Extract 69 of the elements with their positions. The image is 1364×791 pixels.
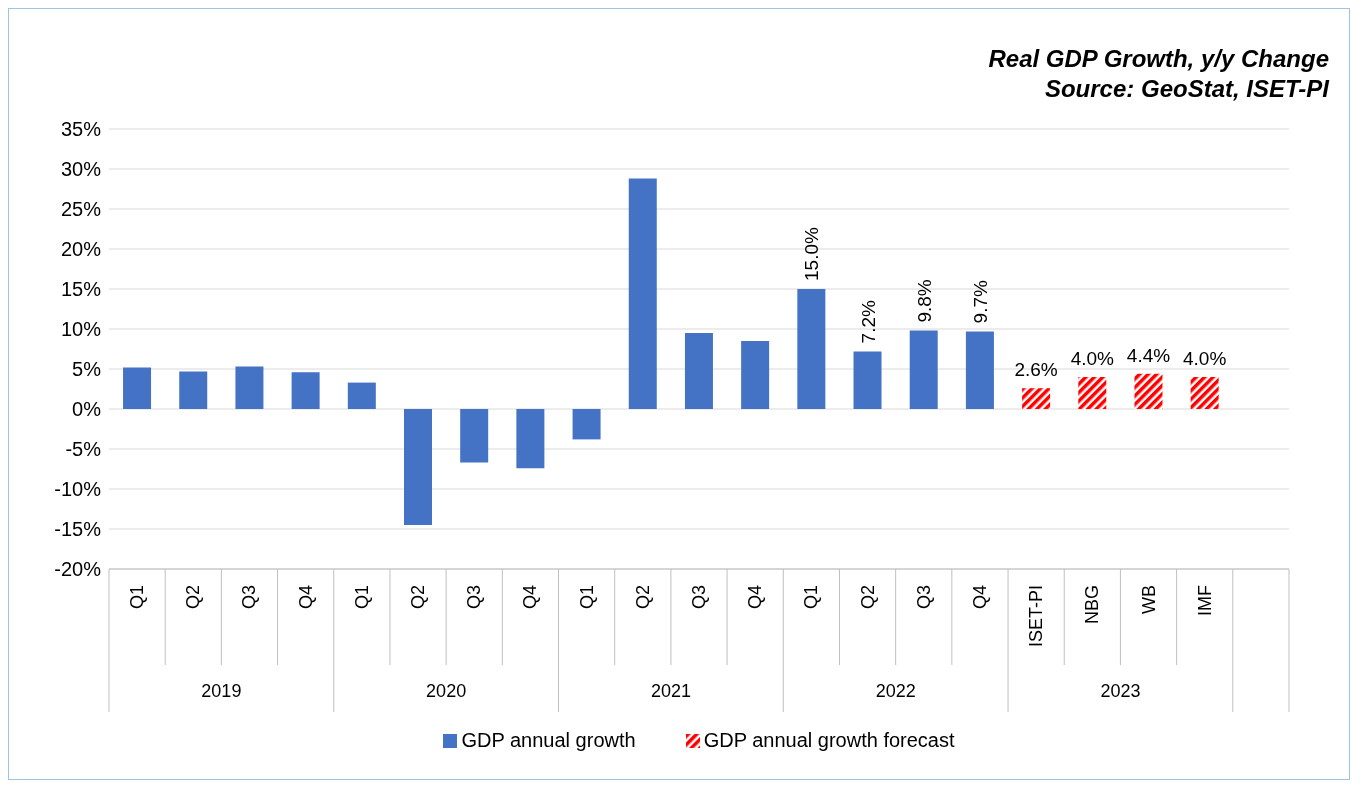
bar (965, 331, 994, 409)
y-tick-label: 10% (60, 318, 102, 341)
legend-label: GDP annual growth forecast (702, 729, 955, 752)
x-tick-label: Q3 (464, 585, 485, 610)
chart-title: Real GDP Growth, y/y Change (988, 44, 1329, 74)
text: 2019 (201, 681, 242, 701)
x-tick-label: Q4 (295, 585, 316, 610)
bar (909, 330, 938, 409)
x-tick-label: NBG (1082, 585, 1103, 625)
bar (516, 409, 545, 469)
data-label: 15.0% (801, 227, 823, 281)
x-tick-label: Q4 (745, 585, 766, 610)
y-tick-label: 30% (60, 158, 102, 181)
y-tick-label: 35% (60, 118, 102, 141)
bar (1078, 377, 1107, 409)
bar (853, 351, 882, 409)
x-tick-label: Q4 (520, 585, 541, 610)
y-tick-label: -15% (54, 518, 102, 541)
data-label: 4.0% (1070, 348, 1115, 369)
bar (797, 289, 826, 409)
x-tick-label: IMF (1194, 585, 1215, 616)
bar (404, 409, 432, 525)
legend-label: GDP annual growth (460, 729, 636, 752)
bar (628, 178, 657, 409)
text: 2020 (426, 681, 467, 701)
bar (179, 371, 208, 409)
y-tick-label: -5% (65, 438, 102, 461)
bar (123, 367, 152, 409)
bar (291, 372, 320, 409)
bar (235, 366, 264, 409)
bar (460, 409, 489, 463)
y-tick-label: -20% (54, 558, 102, 581)
data-label: 9.8% (913, 279, 935, 323)
x-tick-label: Q1 (801, 585, 822, 610)
data-label: 4.0% (1183, 348, 1227, 369)
x-tick-label: Q4 (969, 585, 990, 610)
x-tick-label: Q3 (689, 585, 709, 610)
bar (684, 333, 713, 409)
x-tick-label: Q1 (127, 585, 148, 610)
x-tick-label: Q2 (632, 585, 653, 610)
text: 2021 (650, 681, 691, 701)
text: 2022 (875, 681, 916, 701)
x-tick-label: WB (1138, 585, 1159, 614)
bar (572, 409, 601, 440)
x-tick-label: ISET-PI (1026, 585, 1047, 648)
data-label: 7.2% (857, 299, 879, 344)
bar (347, 382, 376, 409)
data-label: 2.6% (1014, 359, 1058, 381)
source-note: Source: GeoStat, ISET-PI (1043, 74, 1329, 104)
y-tick-label: -10% (54, 478, 102, 501)
data-label: 9.7% (969, 279, 991, 324)
data-label: 4.4% (1126, 344, 1171, 366)
bar (1190, 377, 1219, 409)
bar (1134, 373, 1163, 409)
x-tick-label: Q3 (239, 585, 260, 610)
bar (1022, 388, 1051, 409)
text: 2023 (1100, 681, 1141, 701)
x-tick-label: Q3 (913, 585, 934, 610)
y-tick-label: 15% (60, 278, 102, 301)
y-tick-label: 25% (60, 198, 102, 221)
x-tick-label: Q1 (576, 585, 597, 610)
x-tick-label: Q2 (857, 585, 878, 610)
bar (741, 341, 770, 409)
x-tick-label: Q2 (408, 585, 429, 610)
x-tick-label: Q1 (351, 585, 372, 610)
x-tick-label: Q2 (183, 585, 204, 610)
y-tick-label: 20% (60, 238, 102, 261)
y-tick-label: 5% (72, 358, 102, 381)
y-tick-label: 0% (72, 398, 102, 421)
